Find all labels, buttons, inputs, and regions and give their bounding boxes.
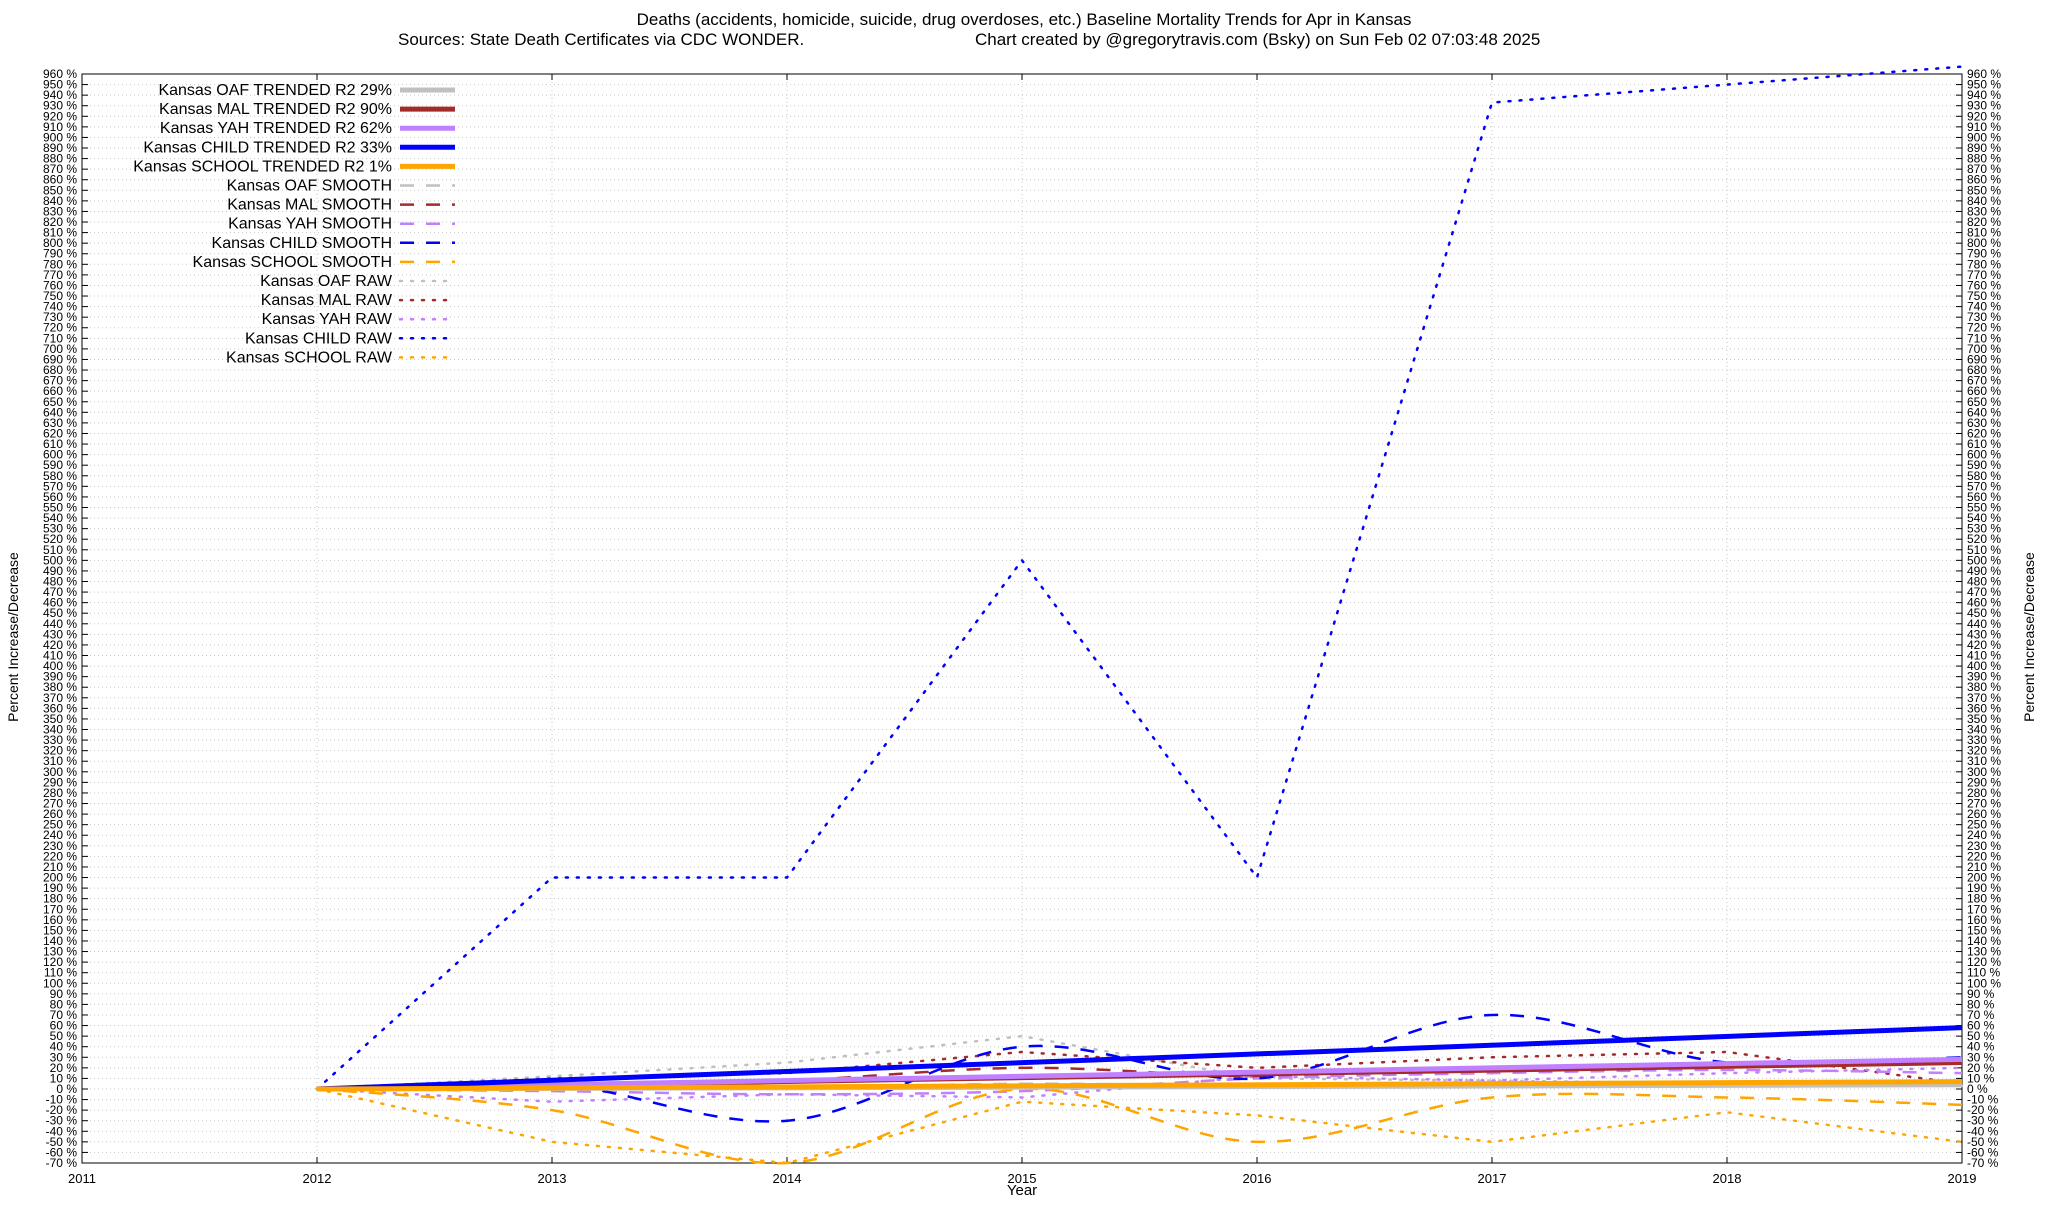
x-tick-label: 2016 [1243, 1171, 1272, 1186]
legend-label: Kansas MAL SMOOTH [227, 197, 392, 214]
x-tick-label: 2011 [68, 1171, 96, 1186]
series-line-kansas-school-raw [317, 1089, 1962, 1163]
legend-label: Kansas YAH RAW [262, 311, 393, 328]
legend-label: Kansas SCHOOL TRENDED R2 1% [133, 158, 392, 175]
x-tick-label: 2018 [1713, 1171, 1742, 1186]
legend-label: Kansas OAF TRENDED R2 29% [158, 82, 392, 99]
legend-label: Kansas MAL TRENDED R2 90% [159, 101, 392, 118]
y-axis-label-right: Percent Increase/Decrease [2021, 552, 2037, 722]
chart-credit: Chart created by @gregorytravis.com (Bsk… [975, 30, 1540, 49]
x-tick-label: 2015 [1008, 1171, 1037, 1186]
legend-label: Kansas YAH TRENDED R2 62% [160, 120, 392, 137]
x-tick-label: 2019 [1948, 1171, 1977, 1186]
legend-label: Kansas MAL RAW [261, 292, 393, 309]
legend-label: Kansas SCHOOL SMOOTH [193, 254, 392, 271]
chart-sources: Sources: State Death Certificates via CD… [398, 30, 804, 49]
legend: Kansas OAF TRENDED R2 29% Kansas MAL TREN… [133, 82, 455, 366]
legend-label: Kansas SCHOOL RAW [226, 349, 393, 366]
plot-series [317, 67, 1962, 1164]
series-line-kansas-child-trended [317, 1028, 1962, 1089]
legend-label: Kansas CHILD SMOOTH [212, 235, 392, 252]
legend-label: Kansas OAF RAW [260, 273, 393, 290]
legend-label: Kansas CHILD TRENDED R2 33% [143, 139, 392, 156]
x-tick-label: 2012 [303, 1171, 332, 1186]
series-line-kansas-child-raw [317, 67, 1962, 1089]
y-tick-label: 960 % [43, 67, 77, 81]
x-tick-label: 2013 [538, 1171, 567, 1186]
series-line-kansas-school-smooth [317, 1089, 1962, 1163]
legend-label: Kansas YAH SMOOTH [228, 216, 392, 233]
y-axis-label-left: Percent Increase/Decrease [5, 552, 21, 722]
chart-title: Deaths (accidents, homicide, suicide, dr… [637, 10, 1412, 29]
y-tick-label-right: 960 % [1967, 67, 2001, 81]
x-tick-label: 2017 [1478, 1171, 1507, 1186]
legend-label: Kansas CHILD RAW [245, 330, 393, 347]
x-tick-label: 2014 [773, 1171, 802, 1186]
legend-label: Kansas OAF SMOOTH [227, 178, 392, 195]
